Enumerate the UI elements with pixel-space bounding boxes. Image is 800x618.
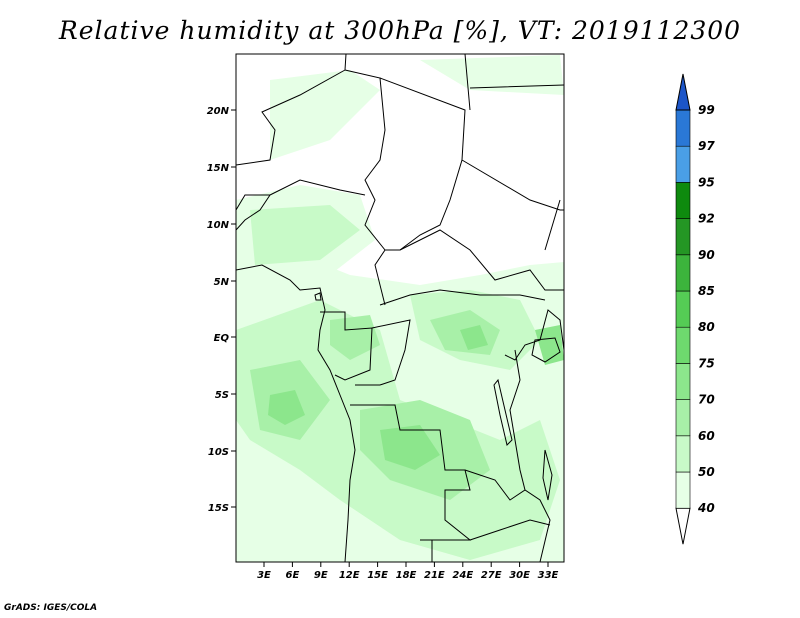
border-angola [350, 404, 472, 562]
longitude-axis: 3E 6E 9E 12E 15E 18E 21E 24E 27E 30E 33E [257, 562, 559, 581]
colorbar-segment [675, 290, 691, 328]
colorbar-segment [675, 399, 691, 437]
colorbar-label: 70 [698, 393, 715, 407]
border-east-1 [464, 54, 564, 111]
colorbar-segment [675, 109, 691, 147]
lon-label: 21E [424, 570, 445, 581]
lon-label: 12E [339, 570, 360, 581]
colorbar-label: 95 [698, 175, 715, 189]
colorbar-label: 60 [698, 429, 715, 443]
colorbar-label: 85 [698, 284, 715, 298]
colorbar-segment [675, 182, 691, 219]
colorbar-label: 40 [697, 501, 715, 515]
colorbar-segment [675, 254, 691, 292]
lon-label: 15E [367, 570, 388, 581]
border-central-1 [344, 69, 386, 306]
lon-label: 33E [538, 570, 559, 581]
colorbar-segment [675, 435, 691, 473]
footer-credit: GrADS: IGES/COLA [4, 603, 98, 613]
chart-title: Relative humidity at 300hPa [%], VT: 201… [58, 16, 742, 45]
colorbar-label: 75 [698, 356, 715, 370]
island-bioko [314, 292, 322, 301]
humidity-area-peak [268, 325, 564, 470]
border-congo-north [379, 289, 546, 306]
lon-label: 18E [396, 570, 417, 581]
lat-label: 15S [208, 503, 229, 514]
lake-victoria [531, 337, 561, 363]
colorbar-label: 92 [698, 212, 715, 226]
border-central-2 [379, 77, 466, 251]
map-frame [235, 53, 565, 563]
colorbar-segment [675, 471, 691, 509]
colorbar-min-arrow [675, 507, 691, 545]
colorbar-segment [675, 326, 691, 364]
humidity-shading [236, 55, 564, 562]
lat-label: 15N [207, 163, 230, 174]
border-sudan [461, 159, 564, 251]
colorbar-label: 90 [698, 248, 715, 262]
lat-label: 10S [208, 447, 229, 458]
lat-label: 5N [214, 277, 230, 288]
latitude-axis: 20N 15N 10N 5N EQ 5S 10S 15S [207, 106, 236, 514]
border-congo-drc [355, 319, 411, 386]
colorbar-label: 50 [698, 465, 715, 479]
lat-label: 10N [207, 220, 230, 231]
lon-label: 30E [509, 570, 530, 581]
lon-label: 27E [481, 570, 502, 581]
colorbar-label: 97 [698, 139, 715, 153]
lat-label: EQ [214, 333, 230, 344]
colorbar: 40 50 60 70 75 80 85 90 92 95 97 99 [675, 73, 715, 545]
lat-label: 20N [207, 106, 230, 117]
colorbar-segment [675, 363, 691, 400]
coastline-west [236, 264, 356, 562]
lon-label: 6E [286, 570, 300, 581]
country-borders [236, 54, 564, 562]
colorbar-label: 80 [698, 320, 715, 334]
colorbar-label: 99 [698, 103, 715, 117]
border-car [399, 229, 564, 291]
border-west-small [236, 179, 366, 231]
border-south [420, 519, 551, 541]
colorbar-max-arrow [675, 73, 691, 111]
lat-label: 5S [215, 390, 229, 401]
lake-malawi [542, 449, 553, 501]
colorbar-segment [675, 218, 691, 256]
lon-label: 9E [314, 570, 328, 581]
colorbar-segment [675, 145, 691, 183]
lon-label: 24E [452, 570, 473, 581]
lon-label: 3E [257, 570, 271, 581]
lake-tanganyika [493, 378, 513, 446]
